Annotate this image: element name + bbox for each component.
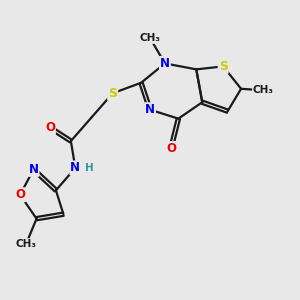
Text: O: O (45, 121, 55, 134)
Text: O: O (166, 142, 176, 155)
Text: N: N (145, 103, 155, 116)
Text: O: O (15, 188, 25, 201)
Text: S: S (219, 60, 228, 73)
Text: CH₃: CH₃ (140, 33, 160, 43)
Text: N: N (160, 57, 170, 70)
Text: N: N (70, 161, 80, 174)
Text: S: S (108, 87, 117, 100)
Text: H: H (85, 163, 94, 173)
Text: CH₃: CH₃ (253, 85, 274, 95)
Text: CH₃: CH₃ (16, 239, 37, 249)
Text: N: N (28, 163, 38, 176)
